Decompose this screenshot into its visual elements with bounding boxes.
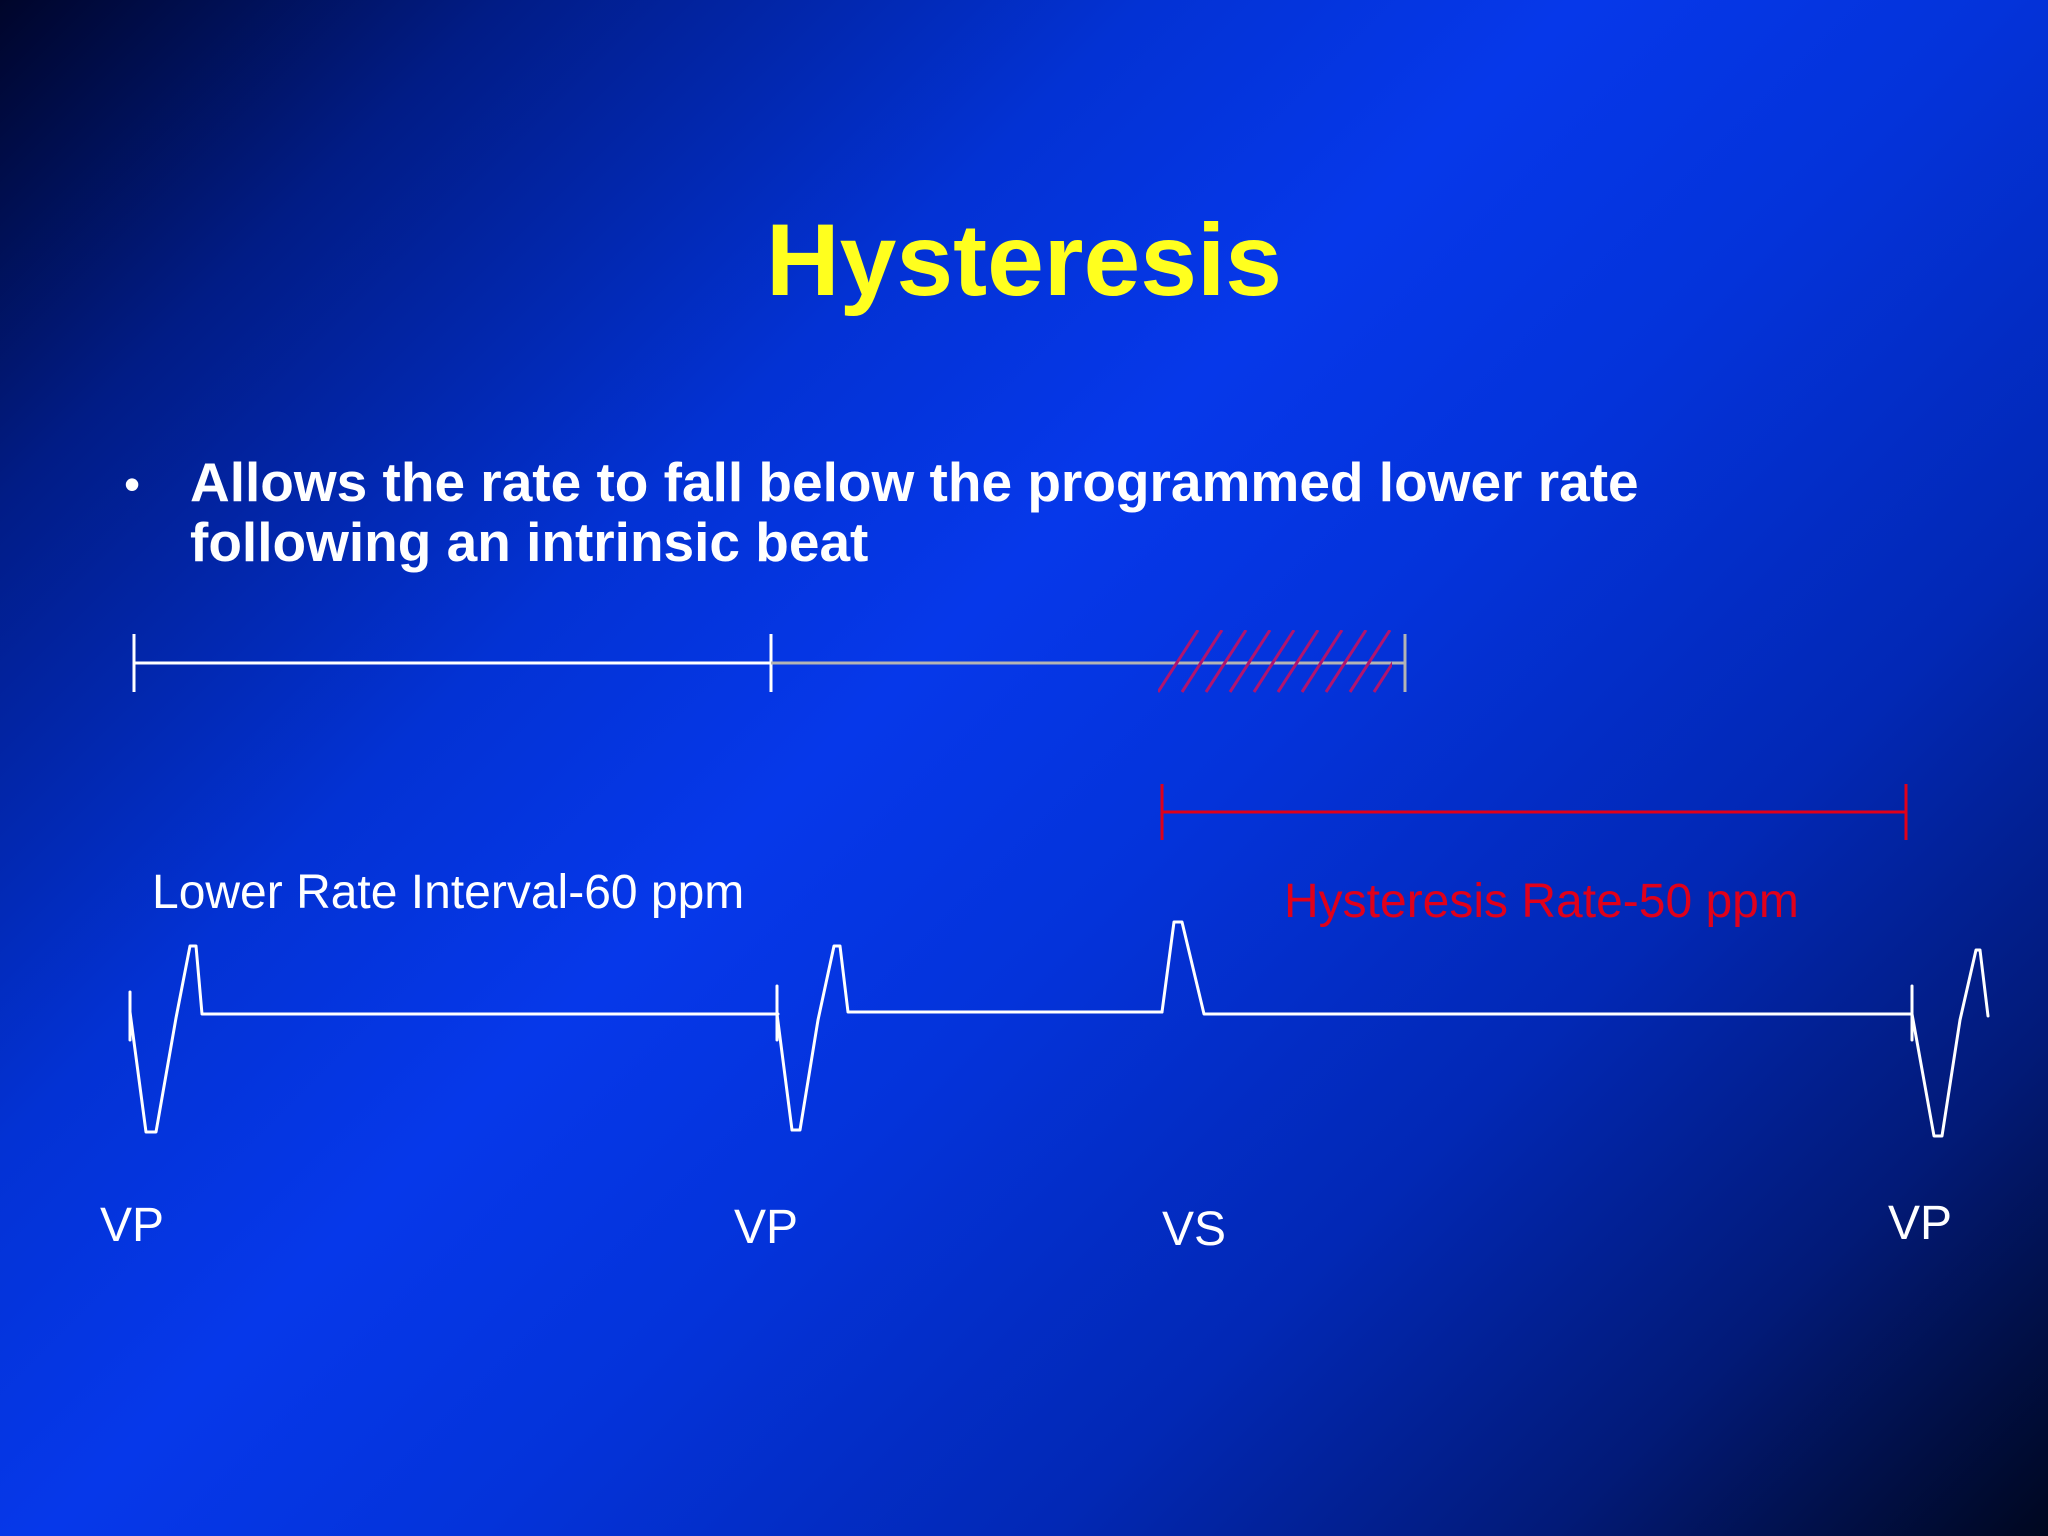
event-label-vs: VS bbox=[1162, 1203, 1227, 1256]
hysteresis-rate-label: Hysteresis Rate-50 ppm bbox=[1284, 875, 1799, 928]
lower-rate-interval-label: Lower Rate Interval-60 ppm bbox=[152, 866, 745, 919]
lower-rate-interval-bar bbox=[132, 634, 773, 692]
extended-interval-bar bbox=[771, 634, 1407, 692]
slide-title: Hysteresis bbox=[765, 203, 1283, 317]
hysteresis-interval-bar bbox=[1160, 784, 1908, 840]
event-label-vp-3: VP bbox=[1888, 1197, 1953, 1250]
bullet-marker: • bbox=[124, 458, 141, 510]
bullet-text: Allows the rate to fall below the progra… bbox=[190, 452, 1790, 572]
bullet-line-2: following an intrinsic beat bbox=[190, 511, 869, 573]
event-label-vp-1: VP bbox=[100, 1199, 165, 1252]
hysteresis-hatch-zone bbox=[1158, 630, 1392, 693]
event-label-vp-2: VP bbox=[734, 1201, 799, 1254]
bullet-line-1: Allows the rate to fall below the progra… bbox=[190, 451, 1639, 513]
ecg-tracing bbox=[128, 920, 1990, 1138]
